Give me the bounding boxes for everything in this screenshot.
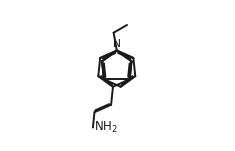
Text: NH$_2$: NH$_2$ bbox=[94, 120, 118, 135]
Text: N: N bbox=[113, 39, 121, 49]
